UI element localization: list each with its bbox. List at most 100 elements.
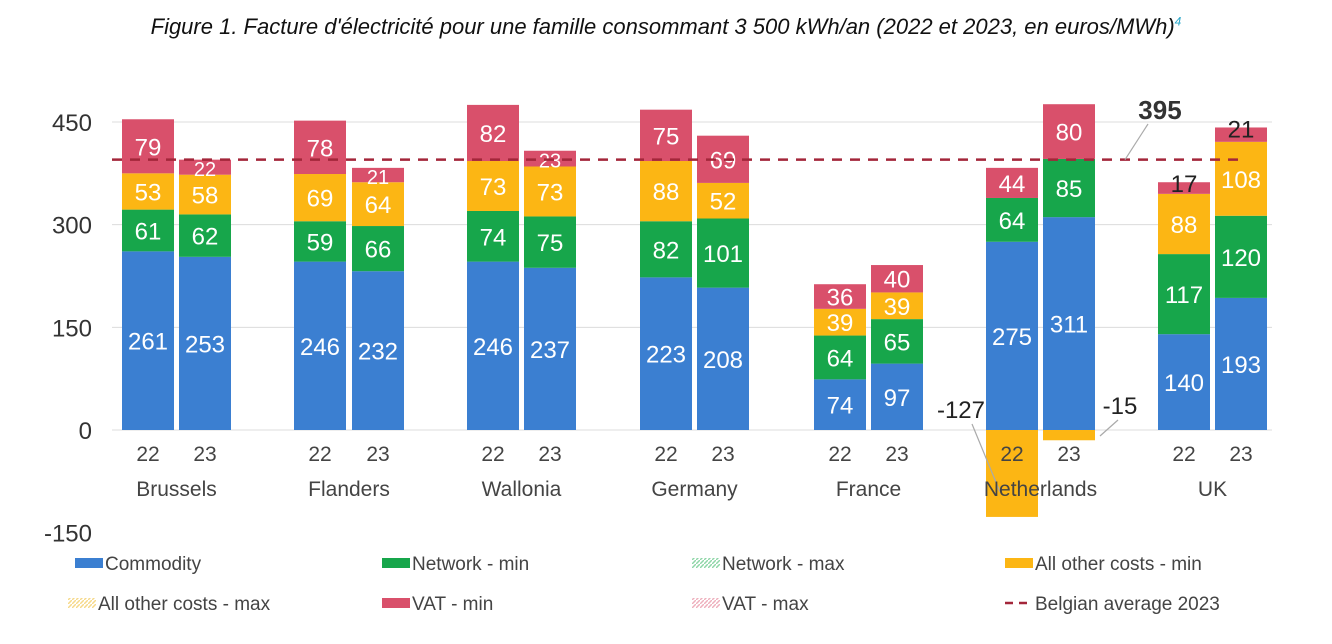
legend-label: Belgian average 2023 [1035, 594, 1220, 615]
bar-segment [1215, 297, 1267, 430]
data-label: 21 [1228, 116, 1255, 143]
y-tick-label: 0 [79, 418, 92, 445]
data-label: 232 [358, 339, 398, 366]
bar-segment [294, 174, 346, 222]
bar-segment [986, 167, 1038, 198]
data-label: 40 [884, 267, 911, 294]
bar-segment [1043, 104, 1095, 159]
x-tick-label: 22 [136, 443, 159, 466]
bar-segment [524, 216, 576, 268]
data-label: 246 [300, 334, 340, 361]
legend-swatch-hatched [68, 598, 96, 608]
legend-label: All other costs - min [1035, 554, 1202, 575]
legend-label: Network - max [722, 554, 845, 575]
data-label: 97 [884, 385, 911, 412]
bar-segment [697, 218, 749, 288]
data-label: 62 [192, 224, 219, 251]
group-label: Flanders [308, 478, 390, 501]
data-label: 223 [646, 342, 686, 369]
data-label: 82 [653, 237, 680, 264]
bar-segment [871, 363, 923, 430]
data-label: 21 [367, 167, 389, 189]
data-label: 65 [884, 329, 911, 356]
bar-segment [352, 271, 404, 430]
bar-segment [697, 287, 749, 430]
bar-segment [697, 182, 749, 219]
bar-segment [524, 166, 576, 217]
data-label: 75 [653, 123, 680, 150]
data-label: 74 [480, 224, 507, 251]
leader-line [1124, 123, 1149, 160]
data-label: 85 [1056, 176, 1083, 203]
bar-segment [697, 135, 749, 183]
reference-label: 395 [1138, 95, 1181, 125]
bar-segment [294, 261, 346, 430]
legend-label: VAT - max [722, 594, 809, 615]
x-tick-label: 23 [1229, 443, 1252, 466]
bar-segment [179, 159, 231, 175]
data-label: 88 [1171, 212, 1198, 239]
bar-segment [871, 292, 923, 320]
data-label: -127 [937, 397, 985, 424]
bar-segment [871, 319, 923, 364]
group-label: Germany [651, 478, 738, 501]
bar-segment [1158, 334, 1210, 430]
legend-swatch-hatched [692, 558, 720, 568]
bar-segment [640, 161, 692, 222]
bar-segment [122, 119, 174, 174]
data-label: 88 [653, 179, 680, 206]
bar-segment [294, 120, 346, 175]
bar-segment [1215, 127, 1267, 142]
bar-segment [179, 256, 231, 430]
data-label: 59 [307, 229, 334, 256]
data-label: 39 [827, 310, 854, 337]
data-label: 64 [827, 345, 854, 372]
legend-label: VAT - min [412, 594, 493, 615]
bar-segment [1043, 430, 1095, 441]
bar-segment [352, 226, 404, 272]
legend-label: All other costs - max [98, 594, 271, 615]
legend-swatch [382, 598, 410, 608]
data-label: 58 [192, 183, 219, 210]
legend-swatch [382, 558, 410, 568]
data-label: 44 [999, 171, 1026, 198]
data-label: 78 [307, 135, 334, 162]
x-tick-label: 22 [308, 443, 331, 466]
x-tick-label: 23 [711, 443, 734, 466]
footnote-ref: 4 [1174, 14, 1182, 29]
data-label: 69 [307, 186, 334, 213]
data-label: 64 [999, 208, 1026, 235]
bar-segment [640, 277, 692, 430]
bar-segment [179, 174, 231, 215]
bar-segment [467, 104, 519, 162]
bar-segment [524, 267, 576, 430]
bar-segment [814, 284, 866, 309]
data-label: 22 [194, 159, 216, 181]
data-label: 208 [703, 347, 743, 374]
x-tick-label: 22 [654, 443, 677, 466]
bar-segment [467, 210, 519, 262]
data-label: -15 [1103, 393, 1138, 420]
legend-swatch [1005, 558, 1033, 568]
legend-label: Network - min [412, 554, 529, 575]
data-label: 237 [530, 337, 570, 364]
group-label: Brussels [136, 478, 217, 501]
y-tick-label: 150 [52, 315, 92, 342]
data-label: 36 [827, 285, 854, 312]
bar-segment [640, 221, 692, 278]
x-tick-label: 22 [481, 443, 504, 466]
legend-swatch [75, 558, 103, 568]
data-label: 120 [1221, 245, 1261, 272]
data-label: 53 [135, 179, 162, 206]
bar-segment [814, 335, 866, 380]
data-label: 80 [1056, 120, 1083, 147]
bar-segment [640, 109, 692, 162]
y-tick-label: -150 [44, 521, 92, 548]
bar-segment [294, 221, 346, 262]
data-label: 61 [135, 218, 162, 245]
bar-segment [1158, 193, 1210, 255]
bar-segment [352, 167, 404, 183]
data-label: 73 [537, 179, 564, 206]
bar-segment [1158, 182, 1210, 194]
x-tick-label: 23 [1057, 443, 1080, 466]
